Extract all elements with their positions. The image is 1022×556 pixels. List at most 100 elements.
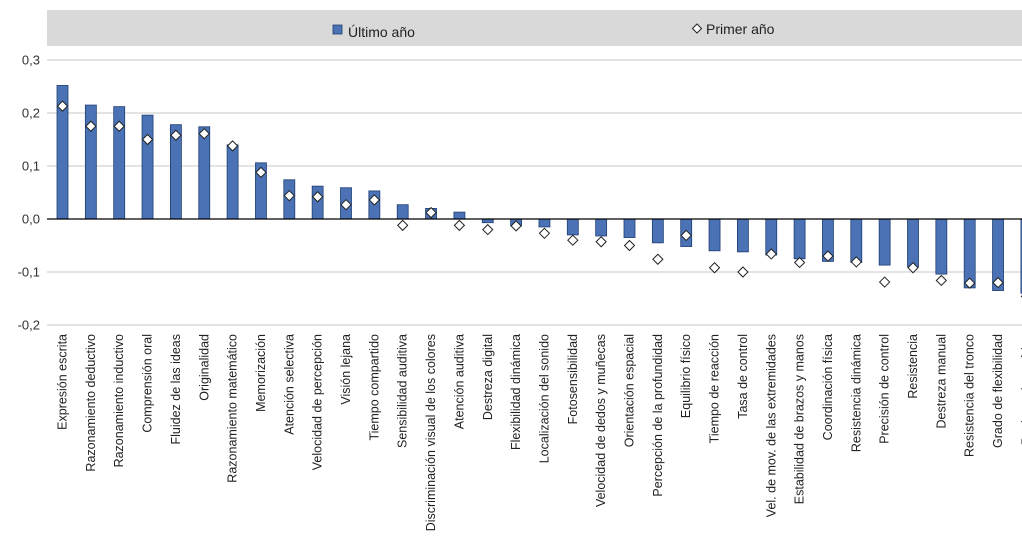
x-category-label: Comprensión oral bbox=[141, 334, 155, 433]
x-category-label: Equilibrio físico bbox=[679, 334, 693, 418]
bar-ultimo-ano bbox=[651, 218, 664, 244]
x-category-label: Atención auditiva bbox=[452, 334, 466, 429]
x-category-label: Discriminación visual de los colores bbox=[424, 334, 438, 531]
legend-label-ultimo-ano: Último año bbox=[348, 24, 415, 40]
legend-background bbox=[47, 10, 1022, 46]
diamond-primer-ano bbox=[340, 198, 352, 211]
diamond-primer-ano bbox=[680, 229, 692, 242]
legend-swatch-ultimo-ano bbox=[332, 24, 343, 35]
bar-ultimo-ano bbox=[907, 218, 919, 268]
x-category-label: Percepción de la profundidad bbox=[651, 334, 665, 497]
bar-ultimo-ano bbox=[198, 126, 211, 220]
x-category-label: Memorización bbox=[254, 334, 268, 412]
x-category-label: Sensibilidad auditiva bbox=[396, 334, 410, 448]
x-category-label: Flexibilidad dinámica bbox=[509, 334, 523, 450]
bar-ultimo-ano bbox=[226, 144, 239, 220]
diamond-primer-ano bbox=[567, 234, 579, 246]
y-tick-label: -0,2 bbox=[18, 318, 40, 333]
diamond-primer-ano bbox=[822, 250, 834, 262]
bar-ultimo-ano bbox=[595, 218, 608, 237]
x-category-label: Tasa de control bbox=[736, 334, 750, 419]
diamond-markers bbox=[56, 100, 1022, 298]
bar-ultimo-ano bbox=[793, 218, 806, 260]
diamond-primer-ano bbox=[453, 219, 466, 232]
diamond-primer-ano bbox=[226, 140, 239, 152]
bar-ultimo-ano bbox=[1020, 218, 1022, 294]
x-category-label: Destreza digital bbox=[481, 334, 495, 420]
y-tick-label: 0,2 bbox=[22, 106, 40, 121]
legend-label-primer-ano: Primer año bbox=[706, 21, 775, 37]
diamond-primer-ano bbox=[907, 262, 919, 274]
bar-ultimo-ano bbox=[396, 204, 409, 220]
diamond-primer-ano bbox=[311, 191, 324, 203]
y-tick-label: -0,1 bbox=[18, 265, 40, 280]
x-axis-category-labels: Expresión escrita Razonamiento deductivo R… bbox=[56, 334, 1022, 531]
diamond-primer-ano bbox=[878, 276, 891, 288]
diamond-primer-ano bbox=[198, 127, 210, 140]
bar-ultimo-ano bbox=[850, 218, 863, 263]
x-category-label: Visión lejana bbox=[339, 334, 353, 405]
x-category-label: Expresión escrita bbox=[56, 334, 70, 430]
diamond-primer-ano bbox=[113, 120, 125, 132]
x-category-label: Atención selectiva bbox=[282, 334, 296, 435]
x-category-label: Resistencia del tronco bbox=[963, 334, 977, 457]
x-category-label: Razonamiento inductivo bbox=[112, 334, 126, 467]
diamond-primer-ano bbox=[538, 227, 551, 240]
legend: Último año Primer año bbox=[332, 21, 775, 40]
diamond-primer-ano bbox=[283, 189, 296, 202]
x-category-label: Estabilidad de brazos y manos bbox=[793, 334, 807, 504]
x-category-label: Grado de flexibilidad bbox=[991, 334, 1005, 448]
diamond-primer-ano bbox=[765, 248, 777, 260]
diamond-primer-ano bbox=[992, 276, 1004, 289]
y-tick-label: 0,3 bbox=[22, 53, 40, 68]
y-tick-label: 0,0 bbox=[22, 212, 40, 227]
diamond-primer-ano bbox=[141, 133, 154, 146]
x-category-label: Tiempo compartido bbox=[367, 334, 381, 441]
bar-ultimo-ano bbox=[453, 211, 466, 220]
x-category-label: Velocidad de dedos y muñecas bbox=[594, 334, 608, 507]
bars bbox=[56, 85, 1022, 294]
y-tick-label: 0,1 bbox=[22, 159, 40, 174]
diamond-primer-ano bbox=[482, 223, 494, 236]
diamond-primer-ano bbox=[170, 129, 182, 141]
diamond-primer-ano bbox=[255, 166, 267, 179]
x-category-label: Resistencia dinámica bbox=[849, 334, 863, 452]
diamond-primer-ano bbox=[737, 266, 749, 278]
diamond-primer-ano bbox=[595, 236, 607, 248]
diamond-primer-ano bbox=[56, 100, 69, 112]
diamond-primer-ano bbox=[425, 206, 437, 219]
x-category-label: Destreza manual bbox=[934, 334, 948, 429]
bar-ultimo-ano bbox=[141, 114, 154, 220]
gridlines bbox=[47, 59, 1022, 326]
diamond-primer-ano bbox=[708, 262, 721, 274]
x-category-label: Precisión de control bbox=[878, 334, 892, 444]
x-category-label: Vel. de mov. de las extremidades bbox=[764, 334, 778, 517]
diamond-primer-ano bbox=[510, 220, 522, 232]
x-category-label: Localización del sonido bbox=[537, 334, 551, 463]
x-category-label: Orientación espacial bbox=[623, 334, 637, 447]
x-category-label: Velocidad de percepción bbox=[311, 334, 325, 470]
bar-ultimo-ano bbox=[935, 218, 948, 275]
legend-diamond-primer-ano bbox=[691, 23, 703, 34]
diamond-primer-ano bbox=[396, 219, 409, 232]
x-category-label: Tiempo de reacción bbox=[708, 334, 722, 443]
diamond-primer-ano bbox=[963, 277, 976, 289]
x-category-label: Razonamiento matemático bbox=[226, 334, 240, 483]
x-category-label: Resistencia estática bbox=[1019, 334, 1022, 445]
diamond-primer-ano bbox=[623, 239, 636, 252]
bar-ultimo-ano bbox=[878, 218, 891, 266]
bar-ultimo-ano bbox=[538, 218, 551, 228]
x-category-label: Fluidez de las ideas bbox=[169, 334, 183, 444]
bar-ultimo-ano bbox=[566, 218, 579, 236]
x-category-label: Originalidad bbox=[197, 334, 211, 401]
diamond-primer-ano bbox=[850, 256, 863, 268]
y-axis-tick-labels: 0,3 0,2 0,1 0,0 -0,1 -0,2 bbox=[18, 53, 40, 333]
bar-ultimo-ano bbox=[708, 218, 721, 252]
diamond-primer-ano bbox=[935, 274, 948, 287]
x-category-label: Coordinación física bbox=[821, 334, 835, 440]
bar-ultimo-ano bbox=[737, 218, 749, 253]
x-category-label: Fotosensibilidad bbox=[566, 334, 580, 424]
diamond-primer-ano bbox=[793, 256, 806, 269]
x-category-label: Razonamiento deductivo bbox=[84, 334, 98, 472]
